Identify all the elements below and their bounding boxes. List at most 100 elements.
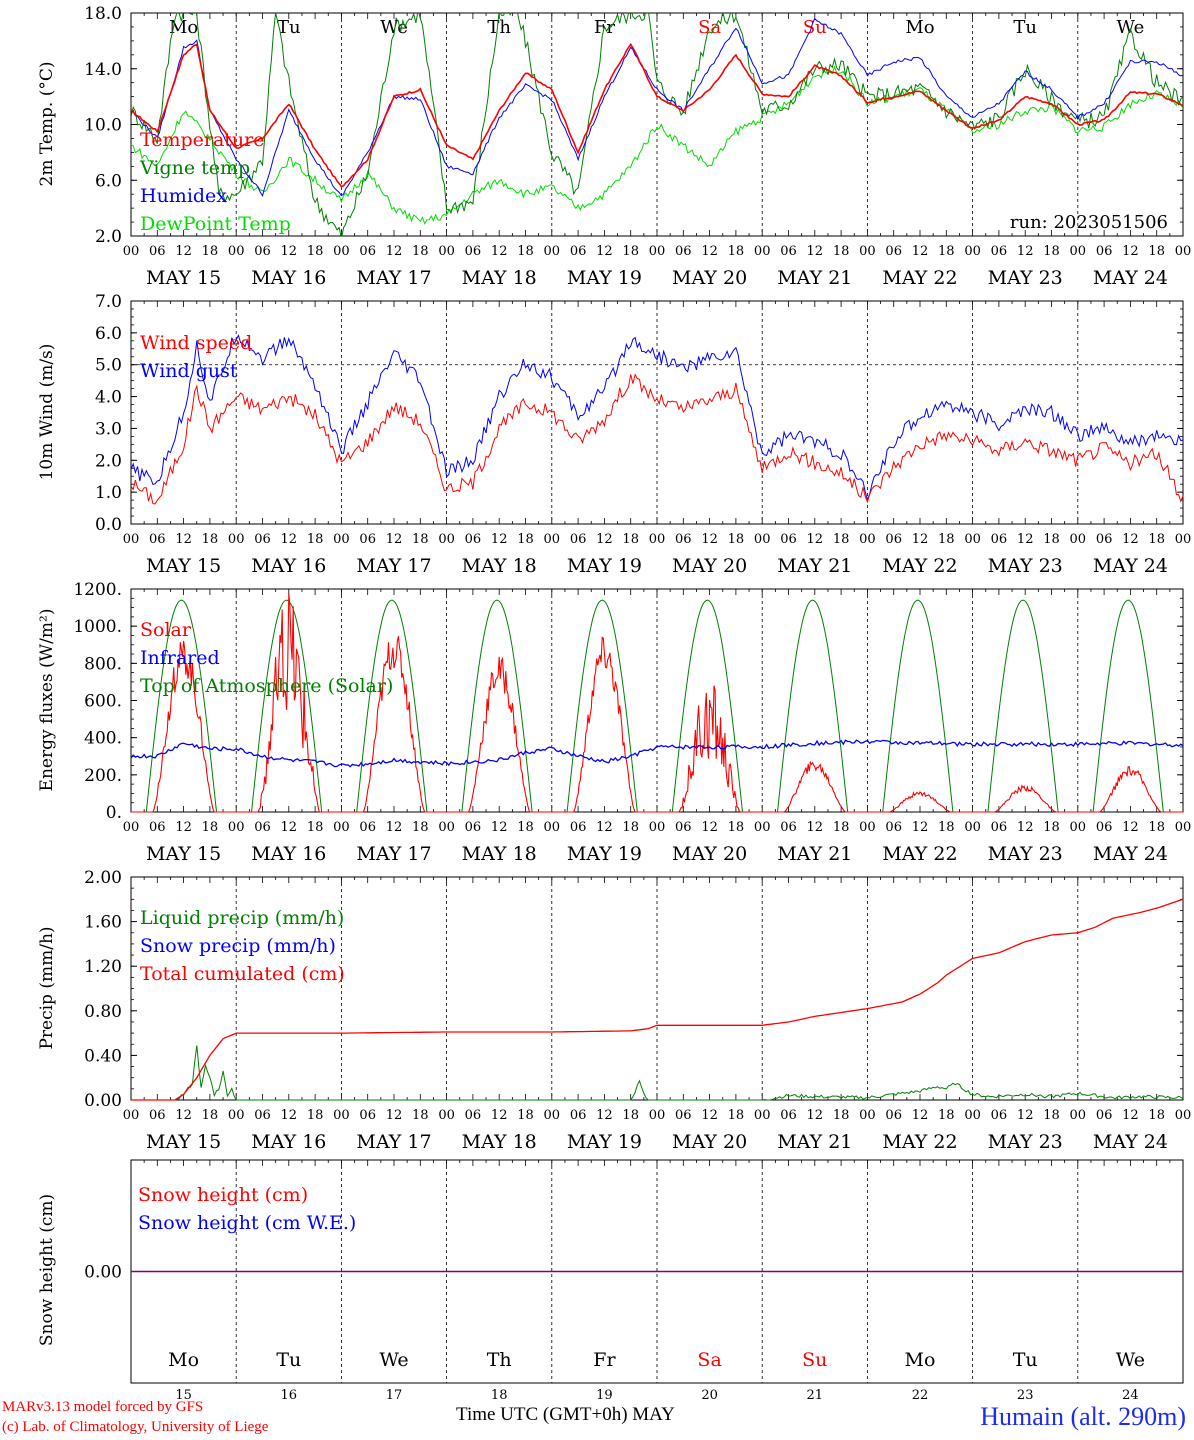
date-label: MAY 17 — [356, 1131, 431, 1153]
series-line-dewpoint-temp — [131, 65, 1183, 225]
date-label: MAY 20 — [672, 267, 747, 289]
hour-tick-label: 12 — [912, 244, 929, 259]
hour-tick-label: 18 — [622, 820, 639, 835]
hour-tick-label: 12 — [1017, 1108, 1034, 1123]
station-name: Humain (alt. 290m) — [980, 1402, 1186, 1431]
legend-entry: Vigne temp — [139, 157, 250, 179]
hour-tick-label: 00 — [1175, 820, 1192, 835]
hour-tick-label: 12 — [1122, 820, 1139, 835]
y-tick-label: 1.20 — [84, 957, 122, 977]
day-number-label: 17 — [386, 1388, 403, 1403]
weekday-label: We — [1116, 1349, 1145, 1371]
hour-tick-label: 18 — [833, 820, 850, 835]
hour-tick-label: 18 — [517, 244, 534, 259]
hour-tick-label: 00 — [228, 532, 245, 547]
day-number-label: 21 — [807, 1388, 824, 1403]
hour-tick-label: 18 — [728, 820, 745, 835]
weekday-label: Sa — [697, 1349, 721, 1371]
y-tick-label: 7.0 — [95, 292, 122, 312]
y-tick-label: 0.00 — [84, 1091, 122, 1111]
hour-tick-label: 18 — [412, 1108, 429, 1123]
legend-entry: Wind speed — [140, 332, 252, 354]
date-label: MAY 19 — [567, 843, 642, 865]
panel-3: 1200. 1000. 800. 600. 400. 200. 0. Energy fluxe… — [37, 580, 1191, 865]
y-tick-label: 2.00 — [84, 868, 122, 888]
hour-tick-label: 00 — [1175, 532, 1192, 547]
hour-tick-label: 18 — [622, 244, 639, 259]
hour-tick-label: 18 — [938, 820, 955, 835]
date-label: MAY 18 — [462, 267, 537, 289]
hour-tick-label: 06 — [991, 532, 1008, 547]
hour-tick-label: 12 — [386, 532, 403, 547]
hour-tick-label: 00 — [544, 1108, 561, 1123]
hour-tick-label: 06 — [359, 820, 376, 835]
hour-tick-label: 12 — [912, 820, 929, 835]
date-label: MAY 24 — [1093, 1131, 1168, 1153]
hour-tick-label: 18 — [517, 820, 534, 835]
series-line-total-cumulated — [131, 898, 1184, 1101]
date-label: MAY 23 — [988, 267, 1063, 289]
hour-tick-label: 18 — [1148, 244, 1165, 259]
hour-tick-label: 18 — [938, 1108, 955, 1123]
hour-tick-label: 12 — [386, 820, 403, 835]
hour-tick-label: 12 — [596, 532, 613, 547]
hour-tick-label: 06 — [254, 1108, 271, 1123]
hour-tick-label: 00 — [333, 820, 350, 835]
date-label: MAY 21 — [777, 1131, 852, 1153]
panel-frame — [130, 300, 1184, 525]
hour-tick-label: 18 — [307, 532, 324, 547]
legend-entry: DewPoint Temp — [140, 213, 291, 235]
date-label: MAY 20 — [672, 555, 747, 577]
weekday-label: Tu — [276, 1349, 301, 1371]
hour-tick-label: 18 — [1043, 532, 1060, 547]
y-tick-label: 0. — [106, 803, 122, 823]
hour-tick-label: 12 — [701, 532, 718, 547]
hour-tick-label: 06 — [254, 244, 271, 259]
time-axis-label: Time UTC (GMT+0h) MAY — [456, 1404, 675, 1425]
hour-tick-label: 18 — [202, 1108, 219, 1123]
hour-tick-label: 18 — [307, 1108, 324, 1123]
hour-tick-label: 18 — [307, 244, 324, 259]
hour-tick-label: 00 — [544, 820, 561, 835]
hour-tick-label: 18 — [202, 820, 219, 835]
date-label: MAY 22 — [882, 1131, 957, 1153]
legend-entry: Liquid precip (mm/h) — [140, 907, 344, 929]
hour-tick-label: 06 — [675, 244, 692, 259]
hour-tick-label: 18 — [1043, 1108, 1060, 1123]
weekday-label: Mo — [905, 17, 934, 38]
legend-entry: Snow height (cm W.E.) — [138, 1212, 356, 1234]
y-tick-label: 5.0 — [95, 356, 122, 376]
hour-tick-label: 12 — [701, 244, 718, 259]
series-line-wind-gust — [130, 334, 1184, 502]
hour-tick-label: 06 — [991, 1108, 1008, 1123]
date-label: MAY 24 — [1093, 555, 1168, 577]
hour-tick-label: 18 — [202, 244, 219, 259]
hour-tick-label: 06 — [359, 532, 376, 547]
hour-tick-label: 06 — [780, 820, 797, 835]
weekday-label: We — [380, 17, 408, 38]
hour-tick-label: 06 — [675, 532, 692, 547]
hour-tick-label: 00 — [544, 244, 561, 259]
hour-tick-label: 12 — [491, 244, 508, 259]
hour-tick-label: 00 — [438, 244, 455, 259]
date-label: MAY 15 — [146, 267, 221, 289]
hour-tick-label: 18 — [202, 532, 219, 547]
hour-tick-label: 12 — [1017, 244, 1034, 259]
hour-tick-label: 00 — [859, 820, 876, 835]
series-line-liquid-precip — [131, 1045, 1184, 1101]
hour-tick-label: 06 — [885, 1108, 902, 1123]
hour-tick-label: 06 — [1096, 244, 1113, 259]
hour-tick-label: 00 — [438, 820, 455, 835]
panel-2: 7.0 6.0 5.0 4.0 3.0 2.0 1.0 0.0 10m Wind (m/s) 00… — [37, 292, 1191, 577]
weekday-label: Mo — [905, 1349, 936, 1371]
series-line-solar — [131, 592, 1183, 813]
panel-1: 18.0 14.0 10.0 6.0 2.0 2m Temp. (°C) 00 06 12 18 0… — [37, 4, 1191, 289]
hour-tick-label: 18 — [622, 1108, 639, 1123]
date-label: MAY 18 — [462, 843, 537, 865]
hour-tick-label: 00 — [1070, 820, 1087, 835]
hour-tick-label: 06 — [991, 820, 1008, 835]
panel-frame — [130, 12, 1184, 237]
y-tick-label: 400. — [84, 729, 122, 749]
hour-tick-label: 00 — [964, 1108, 981, 1123]
panel-4: 2.00 1.60 1.20 0.80 0.40 0.00 Precip (mm/h) 00 0… — [37, 868, 1191, 1153]
